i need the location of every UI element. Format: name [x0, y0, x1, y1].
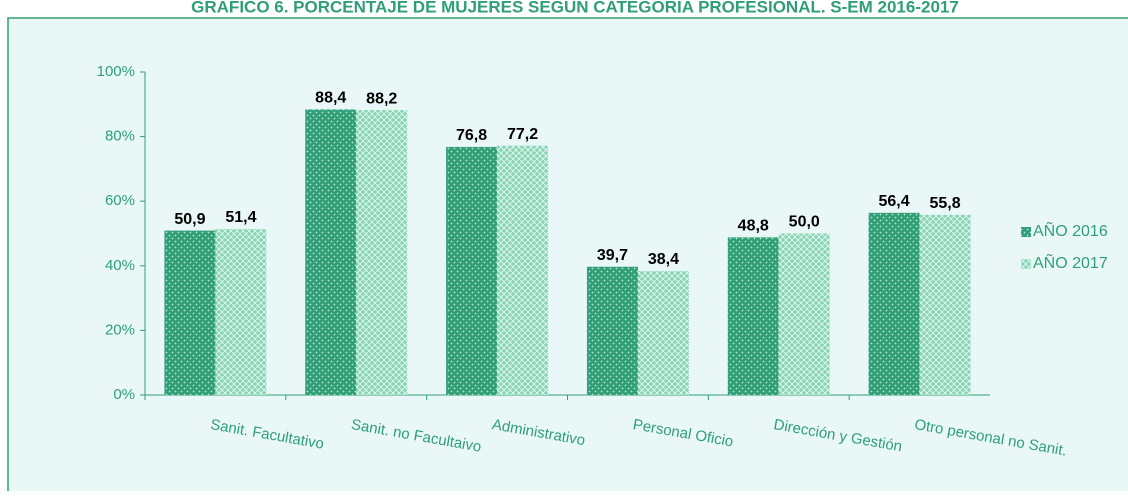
- legend-label: AÑO 2016: [1033, 220, 1108, 240]
- data-label: 88,2: [366, 90, 397, 107]
- bar: [778, 233, 830, 395]
- data-label: 38,4: [648, 251, 679, 268]
- bar: [497, 145, 549, 395]
- bar: [164, 230, 216, 395]
- data-label: 50,9: [174, 211, 205, 228]
- chart-title: GRÁFICO 6. PORCENTAJE DE MUJERES SEGÚN C…: [191, 0, 959, 16]
- y-tick-label: 80%: [105, 128, 135, 145]
- data-label: 88,4: [315, 90, 346, 107]
- legend-swatch: [1021, 259, 1031, 269]
- y-tick-label: 40%: [105, 257, 135, 274]
- legend-swatch: [1021, 227, 1031, 237]
- legend-label: AÑO 2017: [1033, 252, 1108, 272]
- data-label: 76,8: [456, 127, 487, 144]
- bar: [919, 214, 971, 395]
- data-label: 39,7: [597, 247, 628, 264]
- bar: [305, 109, 357, 395]
- bar: [215, 228, 267, 395]
- bar: [356, 110, 408, 395]
- bar: [868, 212, 920, 395]
- y-tick-label: 60%: [105, 192, 135, 209]
- y-tick-label: 100%: [97, 63, 135, 80]
- bar: [727, 237, 779, 395]
- bar: [446, 146, 498, 395]
- data-label: 50,0: [789, 214, 820, 231]
- bar: [586, 266, 638, 395]
- data-label: 56,4: [879, 193, 910, 210]
- bar: [637, 270, 689, 395]
- data-label: 51,4: [225, 209, 256, 226]
- y-tick-label: 20%: [105, 321, 135, 338]
- y-tick-label: 0%: [113, 386, 135, 403]
- data-label: 48,8: [738, 218, 769, 235]
- data-label: 77,2: [507, 126, 538, 143]
- data-label: 55,8: [930, 195, 961, 212]
